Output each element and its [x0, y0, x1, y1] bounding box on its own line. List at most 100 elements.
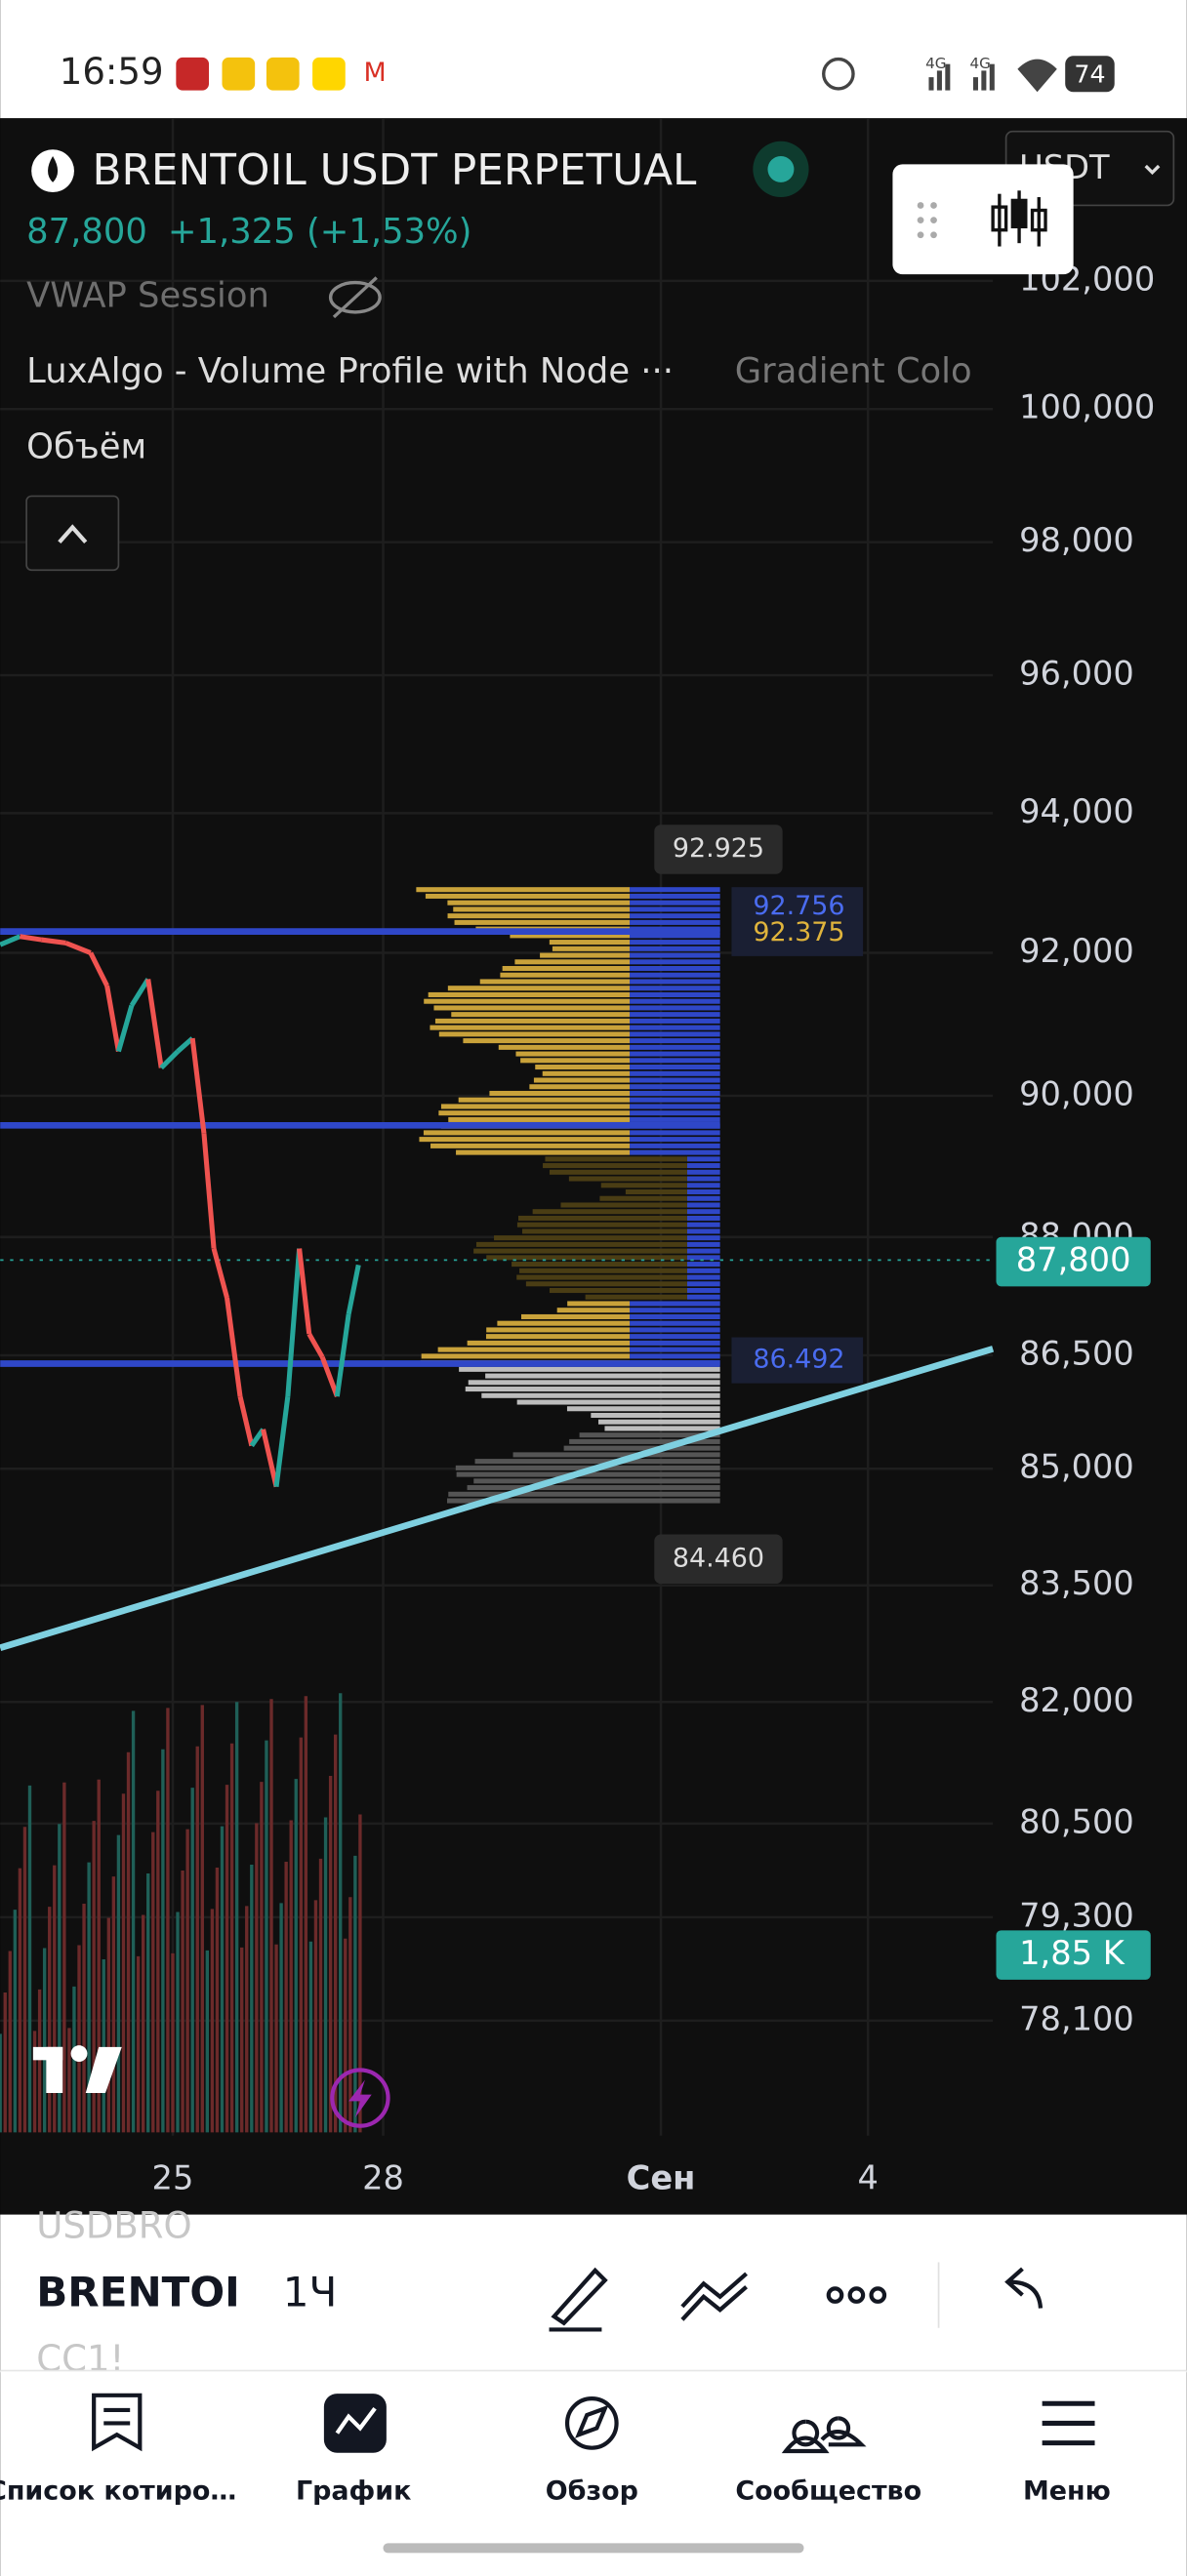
profile-bar: [520, 1313, 631, 1319]
time-axis: 25 28 Сен 4: [152, 2159, 879, 2197]
profile-bar: [630, 919, 720, 925]
draw-tool[interactable]: [549, 2267, 608, 2332]
profile-bar: [630, 887, 720, 893]
candle: [307, 1332, 325, 1358]
rect: [222, 57, 256, 91]
profile-bar: [434, 1018, 631, 1024]
profile-bar: [516, 1274, 687, 1280]
chart-type-button[interactable]: [892, 164, 1074, 275]
profile-bar: [514, 959, 631, 965]
alert-button[interactable]: [330, 2068, 390, 2128]
profile-bar: [448, 1491, 720, 1497]
candle: [211, 1247, 229, 1299]
profile-bar: [686, 1188, 720, 1195]
path: [348, 2079, 372, 2118]
interval[interactable]: 1Ч: [283, 2269, 338, 2316]
profile-bar: [440, 1104, 631, 1109]
g: [917, 202, 937, 239]
profile-bar: [430, 1025, 631, 1030]
profile-bar: [630, 1104, 720, 1109]
profile-bar: [475, 1241, 687, 1247]
profile-bar: [686, 1235, 720, 1241]
candle: [88, 951, 109, 987]
nav-label[interactable]: График: [296, 2476, 411, 2507]
profile-bar: [630, 1031, 720, 1037]
trend-line: [0, 1346, 995, 1651]
nav-label[interactable]: Обзор: [546, 2476, 638, 2507]
rect: [46, 2046, 63, 2093]
hidden-icon[interactable]: [328, 276, 382, 319]
nav-label[interactable]: Сообщество: [735, 2476, 921, 2507]
profile-bar: [438, 1110, 631, 1116]
profile-bar: [567, 1301, 631, 1307]
profile-bar: [686, 1255, 720, 1261]
label-box: [731, 1337, 864, 1384]
rect: [989, 63, 995, 91]
profile-bar: [535, 1065, 631, 1070]
profile-bar: [630, 1084, 720, 1090]
nav-icon-community[interactable]: [781, 2416, 867, 2454]
indicator-luxalgo[interactable]: LuxAlgo - Volume Profile with Node ···: [26, 351, 674, 391]
price-label: 79,300: [1019, 1896, 1134, 1934]
profile-bar: [630, 1347, 720, 1352]
path: [1017, 59, 1057, 93]
profile-bar: [465, 1387, 720, 1392]
profile-bar: [630, 1149, 720, 1155]
indicator-vwap[interactable]: VWAP Session: [26, 276, 269, 316]
text: M: [363, 58, 386, 88]
indicators-tool[interactable]: [680, 2272, 748, 2321]
collapse-button[interactable]: [25, 495, 120, 572]
profile-bar: [686, 1281, 720, 1287]
profile-bar: [630, 1044, 720, 1050]
nav-label[interactable]: Меню: [1023, 2476, 1111, 2507]
circle: [930, 202, 937, 209]
nav-icon-chart[interactable]: [323, 2394, 387, 2453]
price-label: 80,500: [1019, 1802, 1134, 1840]
profile-bar: [486, 1255, 687, 1261]
profile-bar: [630, 1077, 720, 1083]
undo-button[interactable]: [1004, 2267, 1044, 2309]
profile-bar: [630, 893, 720, 899]
profile-bar: [630, 991, 720, 997]
profile-bar: [686, 1241, 720, 1247]
path: [85, 2046, 122, 2093]
battery: [1065, 56, 1115, 93]
rect: [945, 63, 951, 91]
profile-bar: [485, 1373, 720, 1379]
profile-bar: [454, 919, 631, 925]
profile-bar: [423, 1130, 631, 1136]
profile-bar: [525, 1281, 687, 1287]
profile-bar: [630, 1116, 720, 1122]
nav-icon-watchlist[interactable]: [92, 2393, 143, 2452]
profile-bar: [517, 1215, 687, 1221]
rect: [1030, 208, 1047, 232]
profile-bar: [473, 1478, 720, 1484]
nav-icon-menu[interactable]: [1042, 2400, 1095, 2446]
circle: [330, 2068, 390, 2128]
profile-bar: [516, 1399, 720, 1405]
nav-label[interactable]: Список котиро…: [0, 2476, 236, 2507]
profile-bar: [630, 998, 720, 1004]
profile-bar: [585, 1294, 687, 1300]
profile-bar: [433, 1005, 631, 1011]
candle: [346, 1264, 361, 1315]
profile-bar: [630, 1353, 720, 1359]
candle: [129, 978, 150, 1007]
rect: [892, 164, 1074, 275]
profile-bar: [591, 1412, 720, 1419]
rect: [936, 70, 942, 91]
toolbar-symbol[interactable]: BRENTOI: [36, 2269, 240, 2316]
profile-bar: [421, 1353, 631, 1359]
profile-bar: [566, 1406, 720, 1412]
profile-bar: [630, 1137, 720, 1143]
profile-bar: [630, 906, 720, 912]
profile-bar: [515, 1051, 631, 1057]
nav-icon-explore[interactable]: [564, 2396, 619, 2450]
profile-bar: [630, 940, 720, 946]
prev-symbol[interactable]: USDBRO: [36, 2205, 191, 2247]
more-tool[interactable]: [826, 2286, 887, 2304]
indicator-volume[interactable]: Объём: [26, 427, 146, 467]
profile-bar: [686, 1209, 720, 1215]
g: [991, 190, 1047, 247]
circle: [822, 57, 855, 91]
